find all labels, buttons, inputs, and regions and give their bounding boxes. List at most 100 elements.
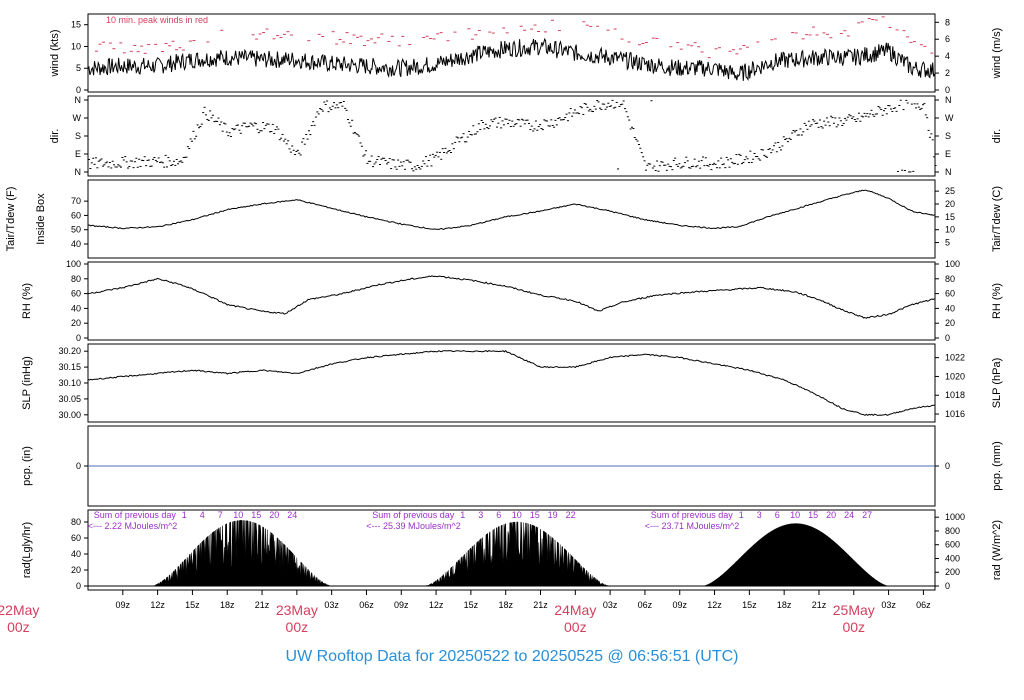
radiation-day-number: 22: [566, 510, 576, 520]
dir-right-tick-label: S: [945, 131, 951, 141]
x-tick-label: 21z: [812, 600, 827, 610]
temp-left-tick-label: 60: [71, 210, 81, 220]
dir-left-tick-label: E: [75, 149, 81, 159]
radiation-day-number: 3: [757, 510, 762, 520]
wind-left-tick-label: 15: [71, 20, 81, 30]
solar-note-line2: <--- 2.22 MJoules/m^2: [88, 521, 178, 531]
rad-left-tick-label: 80: [71, 517, 81, 527]
slp-series: [87, 349, 935, 417]
temperature-series: [87, 189, 935, 231]
slp-right-tick-label: 1022: [945, 353, 965, 363]
temp-left-tick-label: 50: [71, 225, 81, 235]
temp-left-label-1: Tair/Tdew (F): [5, 187, 17, 252]
radiation-day-number: 15: [808, 510, 818, 520]
dir-right-tick-label: N: [945, 167, 952, 177]
dir-left-tick-label: W: [73, 113, 82, 123]
x-tick-label: 06z: [916, 600, 931, 610]
wind-right-tick-label: 6: [945, 34, 950, 44]
date-label-hour: 00z: [564, 619, 587, 635]
rh-left-tick-label: 20: [71, 318, 81, 328]
radiation-day-fill: [151, 520, 332, 587]
x-tick-label: 12z: [429, 600, 444, 610]
radiation-day-number: 10: [790, 510, 800, 520]
radiation-day-number: 1: [182, 510, 187, 520]
slp-left-tick-label: 30.00: [58, 410, 81, 420]
x-tick-label: 06z: [359, 600, 374, 610]
radiation-day-fill: [702, 523, 889, 587]
slp-left-tick-label: 30.20: [58, 346, 81, 356]
radiation-day-number: 20: [269, 510, 279, 520]
radiation-day-number: 15: [530, 510, 540, 520]
rh-left-tick-label: 100: [66, 259, 81, 269]
rad-left-label: rad(Lgly/hr): [21, 522, 33, 578]
slp-right-tick-label: 1016: [945, 409, 965, 419]
temp-left-label-2: Inside Box: [35, 193, 47, 245]
dir-right-tick-label: N: [945, 95, 952, 105]
radiation-day-number: 20: [826, 510, 836, 520]
date-label-hour: 00z: [842, 619, 865, 635]
temp-panel-frame: [87, 179, 936, 259]
rad-panel-frame: [87, 509, 936, 591]
date-label-day: 23May: [276, 602, 318, 618]
x-tick-label: 06z: [638, 600, 653, 610]
x-tick-label: 03z: [603, 600, 618, 610]
pcp-right-label: pcp. (mm): [991, 441, 1003, 491]
rad-right-tick-label: 800: [945, 526, 960, 536]
rh-right-tick-label: 80: [945, 274, 955, 284]
x-tick-label: 09z: [672, 600, 687, 610]
rad-left-tick-label: 60: [71, 533, 81, 543]
wind-left-tick-label: 5: [76, 63, 81, 73]
x-tick-label: 18z: [220, 600, 235, 610]
slp-panel-frame: [87, 343, 936, 423]
solar-note-line1: Sum of previous day: [372, 510, 455, 520]
rh-panel-frame: [87, 261, 936, 341]
radiation-day-number: 15: [251, 510, 261, 520]
pcp-right-tick-label: 0: [945, 461, 950, 471]
date-label-day: 22May: [0, 602, 39, 618]
rh-left-tick-label: 60: [71, 289, 81, 299]
dir-left-tick-label: N: [75, 167, 82, 177]
x-tick-label: 15z: [464, 600, 479, 610]
slp-right-label: SLP (hPa): [991, 358, 1003, 409]
radiation-day-number: 6: [775, 510, 780, 520]
x-tick-label: 15z: [742, 600, 757, 610]
dir-left-tick-label: N: [75, 95, 82, 105]
chart-title: UW Rooftop Data for 20250522 to 20250525…: [285, 648, 739, 665]
wind-left-tick-label: 10: [71, 41, 81, 51]
date-label-day: 24May: [554, 602, 596, 618]
rh-series: [87, 275, 935, 319]
rh-right-tick-label: 60: [945, 289, 955, 299]
temp-right-label: Tair/Tdew (C): [991, 186, 1003, 252]
x-tick-label: 09z: [394, 600, 409, 610]
wind-right-label: wind (m/s): [991, 28, 1003, 80]
temp-right-tick-label: 15: [945, 212, 955, 222]
wind-peak-note: 10 min. peak winds in red: [106, 15, 208, 25]
rh-right-tick-label: 0: [945, 333, 950, 343]
radiation-day-number: 24: [844, 510, 854, 520]
temp-left-tick-label: 40: [71, 239, 81, 249]
wind-right-tick-label: 8: [945, 17, 950, 27]
rad-right-tick-label: 400: [945, 553, 960, 563]
wind-right-tick-label: 4: [945, 51, 950, 61]
x-tick-label: 18z: [777, 600, 792, 610]
radiation-day-number: 1: [739, 510, 744, 520]
radiation-day-number: 6: [496, 510, 501, 520]
dir-left-label: dir.: [49, 129, 61, 144]
rad-right-tick-label: 600: [945, 540, 960, 550]
temp-right-tick-label: 20: [945, 199, 955, 209]
radiation-day-number: 10: [512, 510, 522, 520]
dir-right-tick-label: W: [945, 113, 954, 123]
solar-note-line2: <--- 23.71 MJoules/m^2: [645, 521, 740, 531]
rad-right-tick-label: 0: [945, 581, 950, 591]
rh-right-tick-label: 40: [945, 303, 955, 313]
rh-left-tick-label: 80: [71, 274, 81, 284]
slp-right-tick-label: 1018: [945, 390, 965, 400]
x-tick-label: 03z: [324, 600, 339, 610]
x-tick-label: 12z: [707, 600, 722, 610]
radiation-day-number: 7: [218, 510, 223, 520]
rh-right-label: RH (%): [991, 283, 1003, 319]
pcp-left-label: pcp. (in): [21, 446, 33, 486]
temp-right-tick-label: 5: [945, 238, 950, 248]
slp-left-tick-label: 30.05: [58, 394, 81, 404]
